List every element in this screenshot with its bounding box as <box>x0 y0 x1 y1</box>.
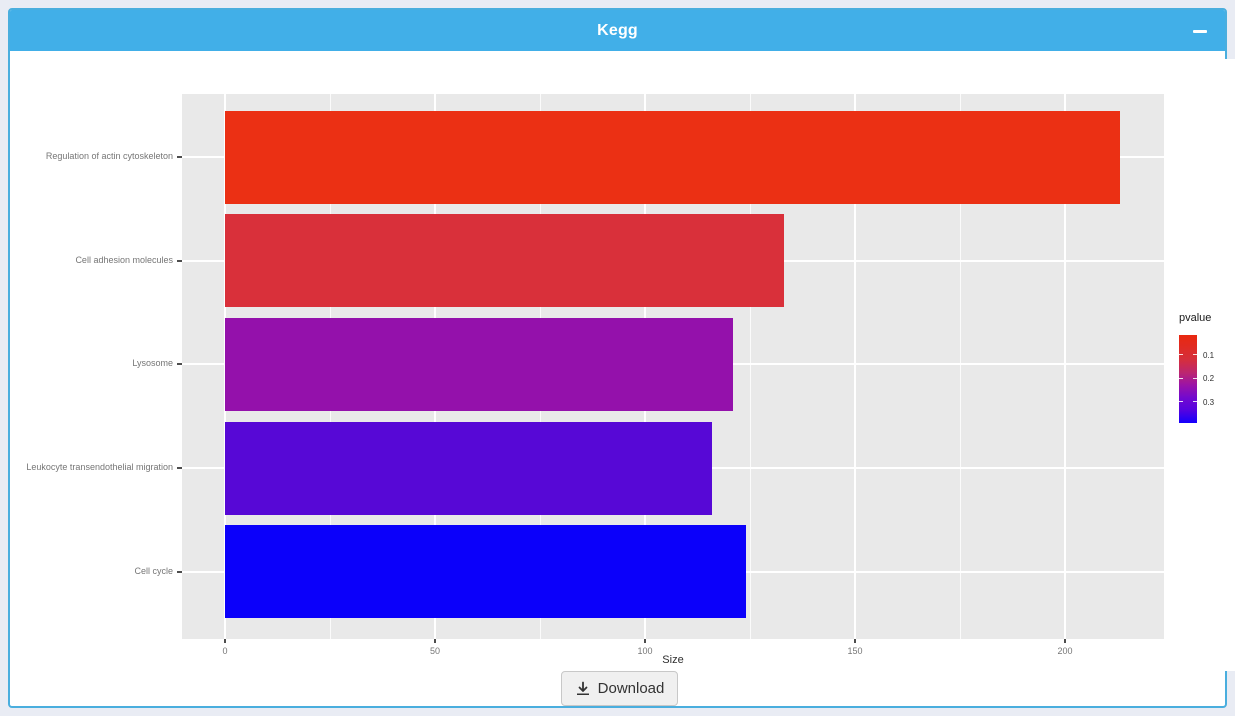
bar <box>225 110 1120 204</box>
chart: 0 50 100 150 200 Size pvalue 0.1 0.2 0.3 Regul… <box>20 59 1235 671</box>
colorbar-tick <box>1193 377 1197 379</box>
legend-tick-label: 0.2 <box>1203 374 1215 384</box>
y-axis-tick <box>177 156 182 158</box>
bar <box>225 317 734 411</box>
x-axis-tick-label: 0 <box>222 646 228 656</box>
x-axis-tick-label: 200 <box>1057 646 1073 656</box>
title-bar: Kegg <box>10 10 1225 51</box>
legend: pvalue 0.1 0.2 0.3 <box>1170 312 1235 423</box>
legend-title: pvalue <box>1179 312 1212 324</box>
colorbar-tick <box>1179 354 1183 356</box>
y-axis-label: Leukocyte transendothelial migration <box>26 462 173 472</box>
y-axis-tick <box>177 467 182 469</box>
colorbar-tick <box>1193 354 1197 356</box>
y-axis-tick <box>177 570 182 573</box>
footer: Download <box>10 671 1229 706</box>
bar <box>225 214 784 308</box>
x-axis-tick <box>644 639 646 643</box>
plot-panel <box>182 94 1164 639</box>
colorbar-tick <box>1193 401 1197 403</box>
download-button[interactable]: Download <box>560 671 679 706</box>
download-icon <box>576 681 589 695</box>
x-axis-tick <box>1064 639 1066 643</box>
download-label: Download <box>597 680 665 697</box>
minor-gridline <box>749 94 751 639</box>
x-axis-tick-label: 100 <box>637 646 653 656</box>
x-axis-tick-label: 50 <box>429 646 440 656</box>
kegg-panel: Kegg 0 50 100 150 200 Size pvalue 0.1 0.2 0.3 … <box>8 8 1235 708</box>
x-axis-tick <box>434 639 436 643</box>
minor-gridline <box>959 94 961 639</box>
y-axis-tick <box>177 259 182 262</box>
x-axis-title: Size <box>662 654 684 666</box>
y-axis-label: Cell cycle <box>134 565 173 576</box>
colorbar-tick <box>1179 377 1183 379</box>
y-axis-label: Regulation of actin cytoskeleton <box>45 151 173 161</box>
x-axis-tick <box>854 639 856 643</box>
legend-tick-label: 0.3 <box>1203 397 1215 407</box>
legend-tick-label: 0.1 <box>1203 350 1215 360</box>
bar <box>225 525 746 619</box>
y-axis-label: Cell adhesion molecules <box>75 254 173 265</box>
bar <box>225 421 713 515</box>
x-axis-tick <box>224 639 226 643</box>
legend-colorbar <box>1179 335 1197 423</box>
major-gridline <box>854 94 856 639</box>
y-axis-label: Lysosome <box>132 358 173 369</box>
minimize-button[interactable] <box>1189 22 1211 40</box>
colorbar-tick <box>1179 401 1183 403</box>
y-axis-tick <box>177 363 182 366</box>
x-axis-tick-label: 150 <box>847 646 863 656</box>
minus-icon <box>1193 29 1207 33</box>
window-title: Kegg <box>597 21 638 39</box>
major-gridline <box>1064 94 1066 639</box>
